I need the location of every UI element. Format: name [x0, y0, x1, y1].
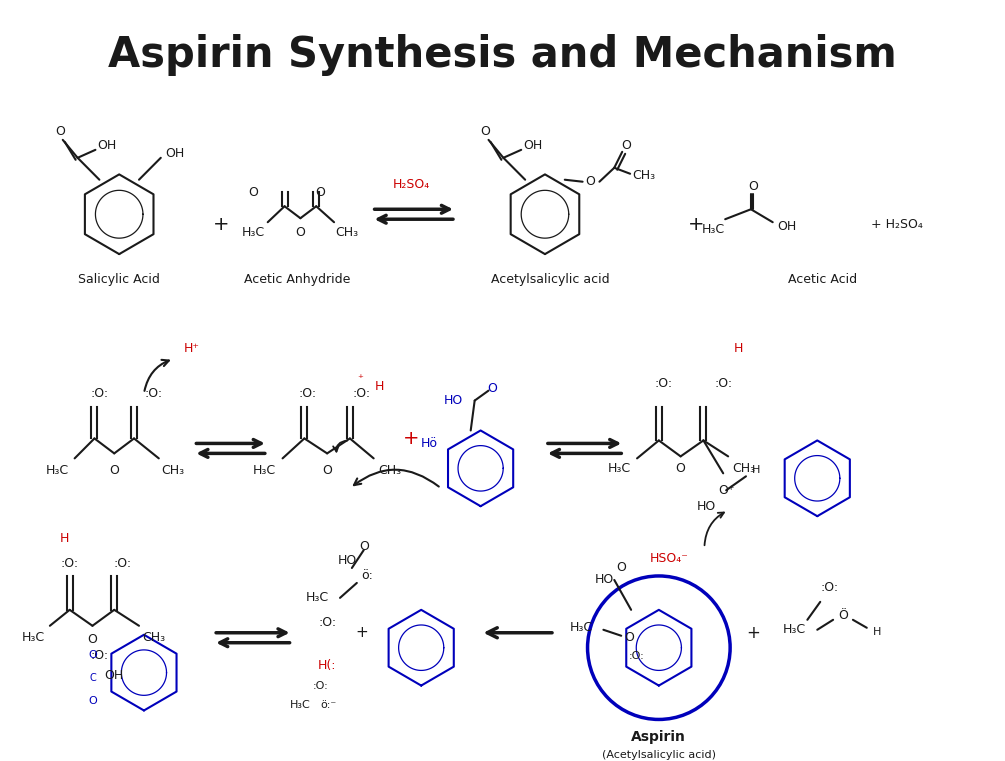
Text: H₂SO₄: H₂SO₄ — [393, 178, 430, 191]
Text: O: O — [359, 540, 369, 552]
Text: H₃C: H₃C — [701, 223, 725, 236]
Text: +: + — [403, 429, 419, 448]
Text: +: + — [213, 215, 229, 234]
Text: OH: OH — [524, 139, 543, 152]
Text: O⁺: O⁺ — [718, 484, 735, 497]
Text: HO: HO — [338, 553, 357, 566]
Text: :O:: :O: — [90, 387, 109, 400]
Text: Hö: Hö — [421, 437, 437, 450]
Text: O: O — [88, 696, 96, 705]
Text: O: O — [480, 126, 490, 139]
Text: O: O — [55, 126, 64, 139]
Text: H₃C: H₃C — [253, 464, 276, 477]
Text: O: O — [487, 382, 497, 395]
Text: H₃C: H₃C — [306, 591, 329, 604]
Text: H₃C: H₃C — [290, 700, 311, 711]
Text: Acetic Acid: Acetic Acid — [788, 272, 857, 285]
Text: :O:: :O: — [298, 387, 317, 400]
Text: CH₃: CH₃ — [161, 464, 184, 477]
Text: Aspirin Synthesis and Mechanism: Aspirin Synthesis and Mechanism — [108, 33, 896, 76]
Text: CH₃: CH₃ — [733, 462, 756, 475]
Text: OH: OH — [105, 669, 124, 682]
Text: :O:: :O: — [820, 581, 838, 594]
Text: :O:: :O: — [313, 680, 328, 690]
Text: :O:: :O: — [629, 651, 645, 661]
Text: H₃C: H₃C — [783, 623, 806, 636]
Text: :O:: :O: — [145, 387, 163, 400]
Text: +: + — [356, 626, 368, 640]
Text: ö:⁻: ö:⁻ — [320, 700, 337, 711]
Text: OH: OH — [97, 139, 117, 152]
Text: O: O — [748, 180, 758, 193]
Text: OH: OH — [777, 220, 796, 233]
Text: CH₃: CH₃ — [378, 464, 401, 477]
Text: H: H — [872, 627, 880, 637]
Text: Acetylsalicylic acid: Acetylsalicylic acid — [490, 272, 609, 285]
Text: C: C — [89, 673, 95, 683]
Text: CH₃: CH₃ — [632, 169, 655, 182]
Text: O: O — [323, 464, 332, 477]
Text: H: H — [734, 342, 743, 355]
Text: O: O — [316, 186, 326, 199]
Text: O: O — [675, 462, 685, 475]
Text: O: O — [616, 562, 626, 575]
Text: ⁺: ⁺ — [357, 374, 363, 384]
Text: O: O — [295, 226, 306, 239]
Text: H₃C: H₃C — [608, 462, 631, 475]
Text: O: O — [621, 139, 631, 152]
Text: :O:: :O: — [353, 387, 371, 400]
Text: :O:: :O: — [715, 377, 733, 390]
Text: HO: HO — [595, 574, 614, 587]
Text: :O:: :O: — [114, 556, 132, 569]
Text: +: + — [746, 624, 760, 642]
Text: H₃C: H₃C — [46, 464, 69, 477]
Text: HO: HO — [696, 500, 716, 513]
Text: H: H — [375, 380, 384, 393]
Text: Acetic Anhydride: Acetic Anhydride — [244, 272, 351, 285]
Text: (Acetylsalicylic acid): (Acetylsalicylic acid) — [602, 750, 716, 760]
Text: O: O — [248, 186, 258, 199]
Text: +: + — [688, 215, 705, 234]
Text: HO: HO — [443, 394, 462, 407]
Text: CH₃: CH₃ — [143, 631, 166, 645]
Text: ö:: ö: — [361, 569, 373, 582]
Text: HSO₄⁻: HSO₄⁻ — [649, 552, 688, 565]
Text: H: H — [752, 465, 760, 476]
Text: O: O — [586, 175, 595, 188]
Text: Ö: Ö — [838, 610, 848, 622]
Text: Aspirin: Aspirin — [631, 731, 686, 744]
Text: :O:: :O: — [318, 616, 337, 629]
Text: Salicylic Acid: Salicylic Acid — [78, 272, 160, 285]
Text: O: O — [87, 633, 97, 646]
Text: O: O — [88, 650, 96, 660]
Text: O: O — [624, 631, 634, 645]
Text: :O:: :O: — [90, 649, 109, 662]
Text: H(:: H(: — [318, 659, 337, 672]
Text: H⁺: H⁺ — [184, 342, 199, 355]
Text: OH: OH — [165, 148, 184, 161]
Text: H₃C: H₃C — [570, 621, 593, 634]
Text: + H₂SO₄: + H₂SO₄ — [870, 218, 923, 231]
Text: :O:: :O: — [654, 377, 673, 390]
Text: H₃C: H₃C — [241, 226, 264, 239]
Text: CH₃: CH₃ — [336, 226, 359, 239]
Text: H₃C: H₃C — [21, 631, 44, 645]
Text: H: H — [60, 532, 69, 545]
Text: O: O — [110, 464, 120, 477]
Text: :O:: :O: — [60, 556, 78, 569]
